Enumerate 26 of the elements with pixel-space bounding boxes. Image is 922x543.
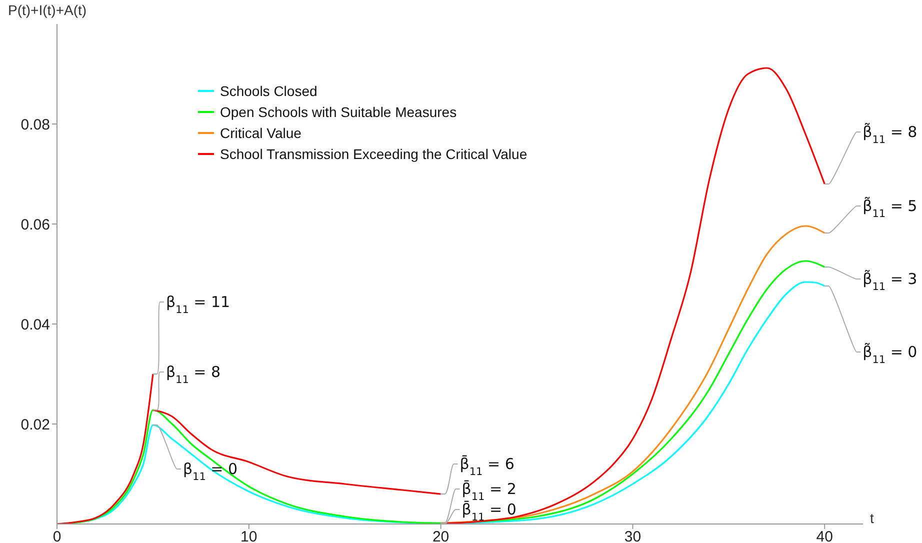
legend-label: School Transmission Exceeding the Critical Value [220, 146, 528, 162]
annotation: β$_{11}$ = 11 [166, 293, 230, 316]
x-tick-label: 0 [52, 528, 62, 543]
legend-label: Critical Value [220, 124, 302, 140]
x-axis-title: t [870, 510, 874, 526]
annotation: β$_{11}$ = 0 [182, 460, 238, 483]
x-tick-label: 10 [240, 528, 258, 543]
x-tick-label: 40 [816, 528, 833, 543]
x-tick-label: 20 [432, 528, 450, 543]
legend-label: Open Schools with Suitable Measures [220, 104, 457, 120]
line-series [152, 409, 442, 495]
annotation: β$_{11}$ = 8 [166, 363, 221, 386]
x-tick-label: 30 [624, 528, 642, 543]
annotation: β̃$_{11}$ = 3 [862, 269, 918, 293]
y-tick-label: 0.06 [20, 216, 50, 234]
annotation: β̃$_{11}$ = 8 [862, 122, 918, 146]
line-series [440, 225, 826, 524]
legend-label: Schools Closed [220, 82, 318, 98]
y-tick-label: 0.02 [20, 416, 50, 434]
y-tick-label: 0.08 [20, 116, 50, 134]
y-tick-label: 0.04 [20, 316, 50, 334]
annotation: β̃$_{11}$ = 5 [862, 196, 918, 220]
line-series [57, 373, 154, 524]
y-axis-title: P(t)+I(t)+A(t) [8, 2, 87, 18]
annotation: β̄$_{11}$ = 6 [460, 454, 514, 478]
annotation: β̃$_{11}$ = 0 [862, 342, 918, 366]
